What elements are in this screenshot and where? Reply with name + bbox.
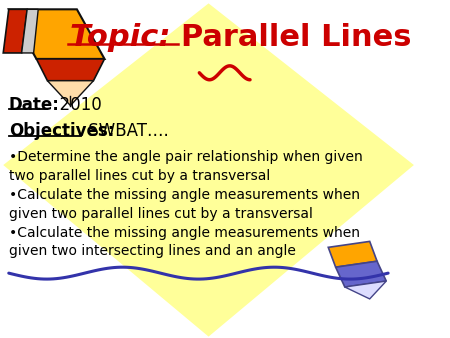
Polygon shape bbox=[47, 81, 94, 105]
Text: given two parallel lines cut by a transversal: given two parallel lines cut by a transv… bbox=[9, 207, 313, 221]
Text: •Calculate the missing angle measurements when: •Calculate the missing angle measurement… bbox=[9, 225, 360, 240]
Polygon shape bbox=[328, 241, 377, 267]
Polygon shape bbox=[22, 9, 38, 53]
Polygon shape bbox=[3, 9, 27, 53]
Polygon shape bbox=[36, 59, 104, 81]
Polygon shape bbox=[9, 9, 104, 59]
Text: Date:: Date: bbox=[9, 96, 60, 114]
Text: SWBAT….: SWBAT…. bbox=[83, 122, 169, 140]
Polygon shape bbox=[345, 281, 386, 299]
Text: Parallel Lines: Parallel Lines bbox=[181, 23, 411, 52]
Text: Topic:: Topic: bbox=[70, 23, 181, 52]
Text: •Calculate the missing angle measurements when: •Calculate the missing angle measurement… bbox=[9, 188, 360, 202]
Text: •Determine the angle pair relationship when given: •Determine the angle pair relationship w… bbox=[9, 150, 363, 164]
Polygon shape bbox=[336, 261, 386, 287]
Text: given two intersecting lines and an angle: given two intersecting lines and an angl… bbox=[9, 244, 296, 258]
Text: 2010: 2010 bbox=[49, 96, 102, 114]
Polygon shape bbox=[3, 3, 414, 337]
Text: Objectives:: Objectives: bbox=[9, 122, 114, 140]
Text: two parallel lines cut by a transversal: two parallel lines cut by a transversal bbox=[9, 169, 270, 183]
